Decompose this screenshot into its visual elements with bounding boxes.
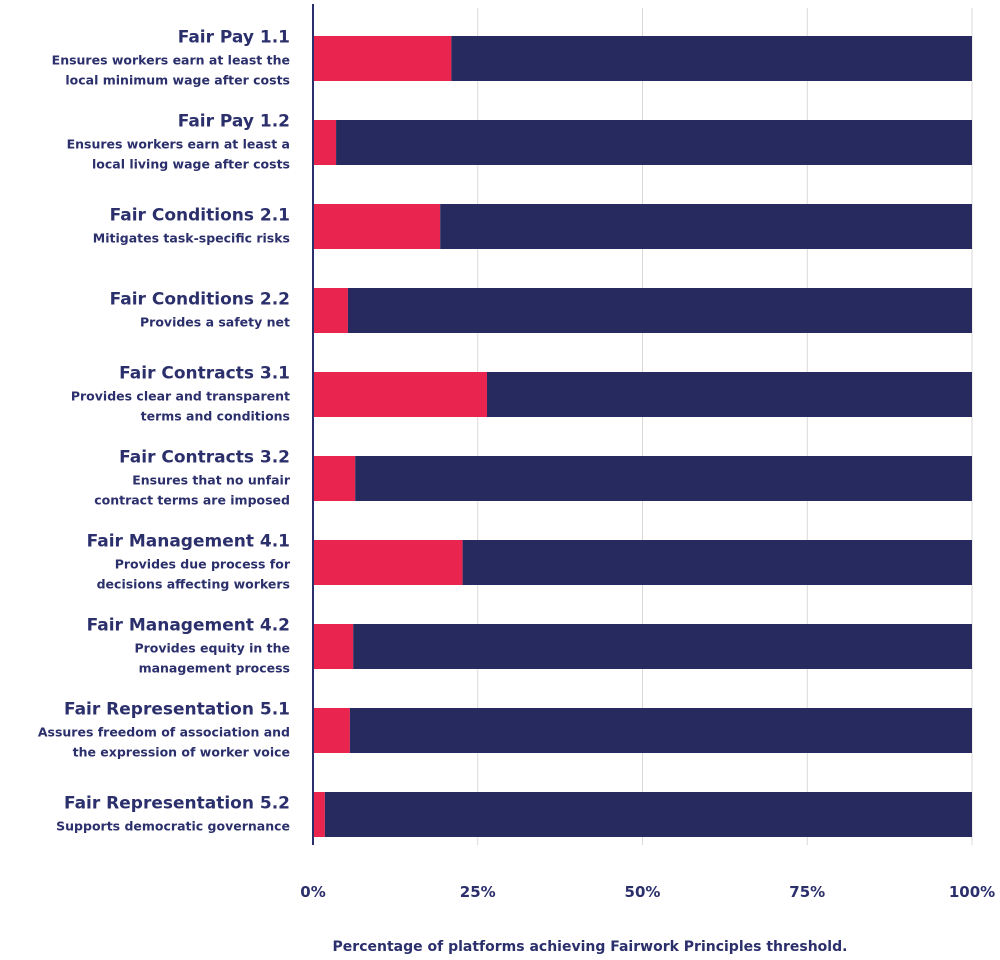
bar-segment-not-achieved: [486, 372, 972, 417]
category-description: Provides due process for: [115, 557, 291, 572]
category-title: Fair Contracts 3.1: [119, 364, 290, 384]
bar-segment-not-achieved: [336, 120, 972, 165]
bar-segment-achieved: [313, 288, 348, 333]
category-description: the expression of worker voice: [73, 745, 290, 760]
bar-segment-achieved: [313, 792, 325, 837]
category-title: Fair Management 4.2: [87, 616, 290, 636]
x-tick-label: 50%: [625, 883, 661, 901]
bar-segment-not-achieved: [347, 288, 972, 333]
category-label: Fair Contracts 3.2 Ensures that no unfair…: [94, 448, 291, 508]
category-label: Fair Pay 1.1 Ensures workers earn at leas…: [52, 28, 290, 88]
bar-segment-not-achieved: [355, 456, 972, 501]
bar-segment-achieved: [313, 708, 350, 753]
bar-segment-achieved: [313, 204, 441, 249]
bar-segment-achieved: [313, 36, 452, 81]
bar-segment-not-achieved: [353, 624, 973, 669]
bar-segment-achieved: [313, 456, 356, 501]
category-description: Supports democratic governance: [56, 819, 290, 834]
x-tick-labels: 0% 25% 50% 75% 100%: [300, 883, 995, 901]
category-description: Ensures workers earn at least a: [67, 137, 290, 152]
x-tick-label: 25%: [460, 883, 496, 901]
category-description: terms and conditions: [141, 409, 290, 424]
category-description: Ensures workers earn at least the: [52, 53, 290, 68]
category-label: Fair Representation 5.2 Supports democrat…: [56, 794, 290, 834]
category-label: Fair Representation 5.1 Assures freedom o…: [38, 700, 290, 760]
category-title: Fair Representation 5.1: [64, 700, 290, 720]
x-axis-label: Percentage of platforms achieving Fairwo…: [333, 939, 848, 955]
category-description: Assures freedom of association and: [38, 725, 290, 740]
category-description: Provides equity in the: [134, 641, 290, 656]
category-description: Provides clear and transparent: [71, 389, 290, 404]
category-description: Ensures that no unfair: [132, 473, 291, 488]
bar-segment-achieved: [313, 120, 337, 165]
category-description: contract terms are imposed: [94, 493, 290, 508]
category-description: local minimum wage after costs: [65, 73, 290, 88]
category-title: Fair Contracts 3.2: [119, 448, 290, 468]
bar-segment-achieved: [313, 624, 354, 669]
category-label: Fair Contracts 3.1 Provides clear and tra…: [71, 364, 290, 424]
category-description: management process: [139, 661, 290, 676]
bar-segment-achieved: [313, 540, 463, 585]
category-description: decisions affecting workers: [97, 577, 290, 592]
x-tick-label: 75%: [789, 883, 825, 901]
category-label: Fair Management 4.2 Provides equity in th…: [87, 616, 290, 676]
category-title: Fair Management 4.1: [87, 532, 290, 552]
category-label: Fair Management 4.1 Provides due process …: [87, 532, 291, 592]
category-description: Mitigates task-specific risks: [93, 231, 290, 246]
bar-segment-not-achieved: [451, 36, 972, 81]
category-description: Provides a safety net: [140, 315, 290, 330]
bar-segment-not-achieved: [349, 708, 972, 753]
category-label: Fair Pay 1.2 Ensures workers earn at leas…: [67, 112, 290, 172]
bars: [313, 36, 973, 837]
category-title: Fair Conditions 2.1: [110, 206, 290, 226]
bar-segment-not-achieved: [440, 204, 972, 249]
bar-segment-not-achieved: [324, 792, 972, 837]
bar-segment-achieved: [313, 372, 487, 417]
x-tick-label: 100%: [949, 883, 995, 901]
category-label: Fair Conditions 2.1 Mitigates task-specif…: [93, 206, 290, 246]
x-tick-label: 0%: [300, 883, 325, 901]
category-labels: Fair Pay 1.1 Ensures workers earn at leas…: [38, 28, 291, 834]
bar-segment-not-achieved: [462, 540, 972, 585]
category-description: local living wage after costs: [92, 157, 290, 172]
category-title: Fair Representation 5.2: [64, 794, 290, 814]
category-title: Fair Pay 1.1: [178, 28, 290, 48]
category-label: Fair Conditions 2.2 Provides a safety net: [110, 290, 290, 330]
category-title: Fair Pay 1.2: [178, 112, 290, 132]
category-title: Fair Conditions 2.2: [110, 290, 290, 310]
